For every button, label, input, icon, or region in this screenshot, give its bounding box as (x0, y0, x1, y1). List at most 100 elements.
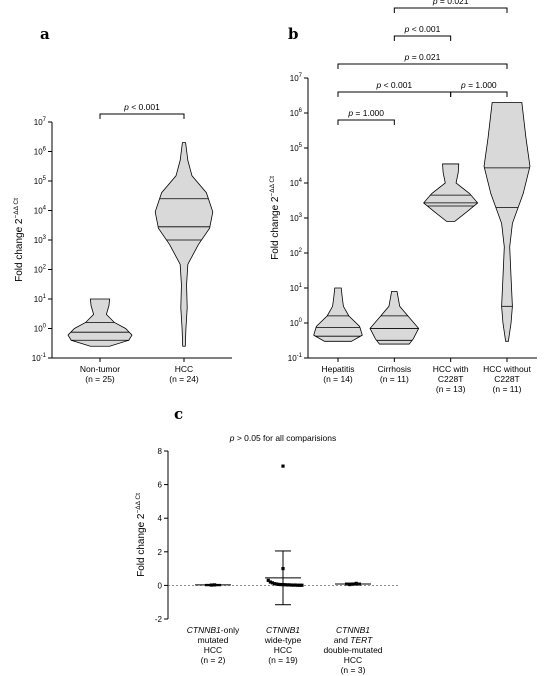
p-value-label: p = 0.021 (404, 52, 441, 62)
category-n-label: (n = 24) (169, 374, 199, 384)
y-tick-label: 102 (290, 248, 303, 258)
data-point (296, 583, 300, 587)
data-point (294, 583, 298, 587)
data-point (266, 578, 270, 582)
category-label: (n = 3) (341, 665, 366, 675)
category-label: HCC (175, 364, 193, 374)
data-point (213, 583, 217, 587)
violin-body (154, 142, 214, 347)
category-n-label: (n = 11) (380, 374, 409, 384)
category-label: double-mutated (323, 645, 382, 655)
category-label: (n = 2) (201, 655, 226, 665)
data-point (298, 583, 302, 587)
comparison-bracket (337, 63, 508, 69)
category-label: HCC without (483, 364, 531, 374)
y-tick-label: 105 (34, 176, 47, 186)
category-label: Hepatitis (321, 364, 354, 374)
p-value-label: p < 0.001 (404, 24, 441, 34)
category-label: C228T (438, 374, 464, 384)
data-point (291, 583, 296, 587)
data-point (272, 582, 277, 586)
chart-b: 10-1 100 101 102 103 104 105 106 107 Fold change … (269, 0, 537, 394)
data-point (285, 583, 289, 587)
violin-body (313, 287, 363, 342)
y-tick-label: 104 (290, 178, 303, 188)
category-n-label: (n = 11) (493, 384, 522, 394)
p-value-label: p < 0.001 (375, 80, 412, 90)
category-label: Non-tumor (80, 364, 120, 374)
data-point (281, 464, 285, 468)
y-tick-label: 100 (290, 318, 303, 328)
y-tick-label: 100 (34, 324, 47, 334)
category-label: mutated (198, 635, 229, 645)
data-point (279, 582, 283, 587)
data-point (289, 583, 294, 587)
category-label: and TERT (334, 635, 373, 645)
category-label: HCC with (433, 364, 469, 374)
y-tick-label: 8 (158, 447, 163, 456)
y-tick-label: 104 (34, 206, 47, 216)
data-point (281, 567, 285, 571)
category-label: CTNNB1-only (187, 625, 240, 635)
y-tick-label: 107 (290, 73, 303, 83)
panel-label-c: c (174, 405, 183, 423)
data-point (348, 582, 352, 587)
data-point (275, 582, 279, 586)
data-point (277, 582, 281, 586)
data-point (209, 583, 213, 587)
category-label: CTNNB1 (336, 625, 370, 635)
p-value-label: p = 1.000 (460, 80, 497, 90)
category-label: Cirrhosis (378, 364, 412, 374)
y-axis-label: Fold change 2−ΔΔ Ct (269, 176, 281, 260)
p-value-label: p = 1.000 (347, 108, 384, 118)
y-axis-label: Fold change 2−ΔΔ Ct (13, 198, 25, 282)
y-tick-label: 4 (158, 514, 163, 523)
p-value-label: p = 0.021 (432, 0, 469, 6)
y-axis-label: Fold change 2−ΔΔ Ct (135, 493, 147, 577)
category-label: (n = 19) (268, 655, 298, 665)
data-point (270, 581, 275, 585)
category-n-label: (n = 13) (436, 384, 466, 394)
comparison-bracket (337, 91, 452, 97)
category-n-label: (n = 25) (85, 374, 115, 384)
category-n-label: (n = 14) (323, 374, 353, 384)
comparison-bracket (450, 91, 508, 97)
panel-label-b: b (288, 25, 299, 43)
category-label: HCC (274, 645, 292, 655)
data-point (300, 583, 304, 587)
y-tick-label: -2 (155, 615, 163, 624)
comparison-bracket (393, 35, 452, 41)
chart-a: 10-1 100 101 102 103 104 105 106 107 Fold change … (13, 102, 232, 384)
y-tick-label: 2 (158, 548, 163, 557)
data-point (354, 581, 358, 585)
panel-label-a: a (40, 25, 50, 43)
comparison-bracket (393, 7, 508, 13)
y-tick-label: 101 (290, 283, 303, 293)
data-point (283, 583, 287, 587)
y-tick-label: 106 (34, 147, 47, 157)
p-value-label: p < 0.001 (123, 102, 160, 112)
data-point (281, 582, 285, 587)
data-point (351, 582, 355, 586)
chart-c: p > 0.05 for all comparisions -2 0 2 4 6 8 Fold… (135, 433, 398, 675)
category-label: C228T (494, 374, 520, 384)
violin-body (369, 290, 420, 345)
category-label: wide-type (264, 635, 302, 645)
y-tick-label: 106 (290, 108, 303, 118)
chart-title: p > 0.05 for all comparisions (229, 433, 337, 443)
y-tick-label: 0 (158, 581, 163, 590)
y-tick-label: 103 (34, 235, 47, 245)
y-tick-label: 103 (290, 213, 303, 223)
y-tick-label: 10-1 (288, 353, 303, 363)
y-tick-label: 10-1 (32, 353, 47, 363)
comparison-bracket (337, 119, 395, 125)
category-label: HCC (204, 645, 222, 655)
category-label: HCC (344, 655, 362, 665)
y-tick-label: 6 (158, 481, 163, 490)
violin-body (423, 163, 479, 222)
data-point (287, 583, 291, 587)
y-tick-label: 102 (34, 265, 47, 275)
y-tick-label: 101 (34, 294, 47, 304)
y-tick-label: 105 (290, 143, 303, 153)
data-point (268, 580, 272, 584)
